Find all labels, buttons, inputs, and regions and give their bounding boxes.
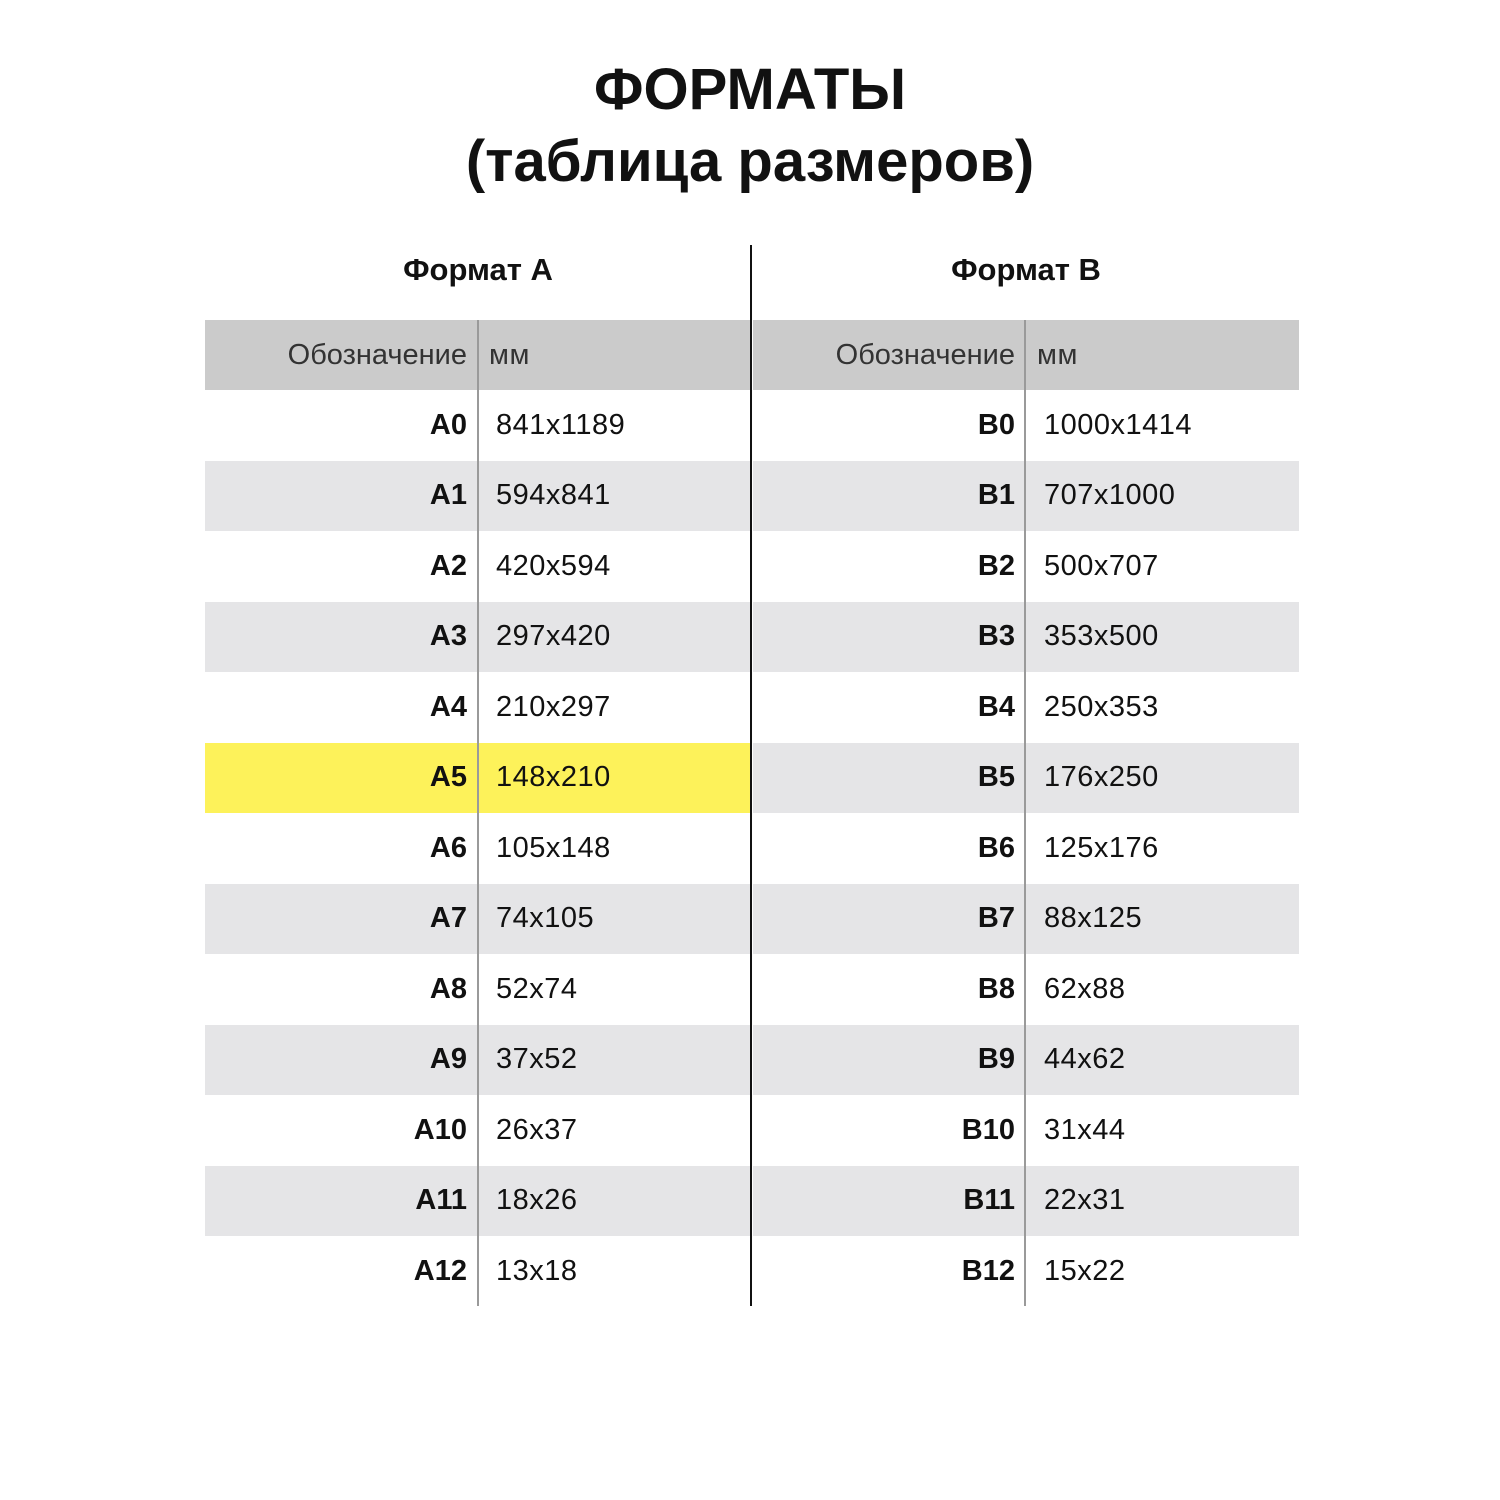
table-row: B0 1000x1414	[753, 390, 1299, 461]
size-cell: 105x148	[496, 831, 611, 864]
designation-cell: B6	[977, 831, 1015, 864]
designation-cell: A0	[429, 408, 467, 441]
designation-cell: B12	[961, 1254, 1015, 1287]
size-cell: 37x52	[496, 1043, 578, 1076]
designation-cell: A1	[429, 479, 467, 512]
designation-cell: B3	[977, 620, 1015, 653]
table-row: B6 125x176	[753, 813, 1299, 884]
designation-cell: A11	[415, 1184, 467, 1217]
designation-cell: B11	[963, 1184, 1015, 1217]
designation-cell: A10	[413, 1113, 467, 1146]
table-row: A4 210x297	[205, 672, 751, 743]
size-cell: 148x210	[496, 761, 611, 794]
size-cell: 44x62	[1044, 1043, 1126, 1076]
designation-cell: A4	[429, 690, 467, 723]
size-cell: 13x18	[496, 1254, 578, 1287]
size-cell: 250x353	[1044, 690, 1159, 723]
table-row: B2 500x707	[753, 531, 1299, 602]
center-divider	[750, 245, 752, 1306]
table-row: A12 13x18	[205, 1236, 751, 1307]
size-cell: 74x105	[496, 902, 595, 935]
section-heading-a: Формат А	[403, 252, 553, 287]
size-cell: 210x297	[496, 690, 611, 723]
designation-cell: B7	[977, 902, 1015, 935]
size-cell: 594x841	[496, 479, 611, 512]
designation-cell: B9	[977, 1043, 1015, 1076]
size-cell: 62x88	[1044, 972, 1126, 1005]
table-row: B11 22x31	[753, 1165, 1299, 1236]
size-cell: 707x1000	[1044, 479, 1176, 512]
designation-cell: B5	[977, 761, 1015, 794]
table-row: B10 31x44	[753, 1095, 1299, 1166]
designation-cell: A3	[429, 620, 467, 653]
table-row: A6 105x148	[205, 813, 751, 884]
header-mm: мм	[1037, 338, 1078, 371]
section-heading-b: Формат В	[951, 252, 1101, 287]
designation-cell: A2	[429, 549, 467, 582]
table-row: B1 707x1000	[753, 460, 1299, 531]
page-subtitle: (таблица размеров)	[465, 129, 1035, 194]
table-header-row: Обозначение мм	[753, 320, 1299, 390]
designation-cell: A8	[429, 972, 467, 1005]
size-cell: 1000x1414	[1044, 408, 1193, 441]
table-row: B9 44x62	[753, 1024, 1299, 1095]
designation-cell: A12	[413, 1254, 467, 1287]
table-row: A2 420x594	[205, 531, 751, 602]
table-row: B12 15x22	[753, 1236, 1299, 1307]
size-cell: 15x22	[1044, 1254, 1126, 1287]
table-row: B3 353x500	[753, 601, 1299, 672]
header-mm: мм	[489, 338, 530, 371]
designation-cell: B0	[977, 408, 1015, 441]
size-cell: 88x125	[1044, 902, 1143, 935]
designation-cell: A9	[429, 1043, 467, 1076]
designation-cell: B4	[977, 690, 1015, 723]
table-row: A0 841x1189	[205, 390, 751, 461]
header-designation: Обозначение	[835, 338, 1015, 371]
column-divider-a	[477, 320, 479, 1306]
table-row: B7 88x125	[753, 883, 1299, 954]
size-cell: 22x31	[1044, 1184, 1126, 1217]
designation-cell: B1	[977, 479, 1015, 512]
size-cell: 353x500	[1044, 620, 1159, 653]
page-title: ФОРМАТЫ	[593, 57, 907, 122]
header-designation: Обозначение	[287, 338, 467, 371]
size-cell: 297x420	[496, 620, 611, 653]
designation-cell: A5	[429, 761, 467, 794]
designation-cell: A6	[429, 831, 467, 864]
designation-cell: B10	[961, 1113, 1015, 1146]
table-row: B5 176x250	[753, 742, 1299, 813]
size-cell: 52x74	[496, 972, 578, 1005]
designation-cell: B8	[977, 972, 1015, 1005]
column-divider-b	[1024, 320, 1026, 1306]
table-row: A8 52x74	[205, 954, 751, 1025]
size-cell: 176x250	[1044, 761, 1159, 794]
table-row: B8 62x88	[753, 954, 1299, 1025]
size-cell: 125x176	[1044, 831, 1159, 864]
size-cell: 26x37	[496, 1113, 578, 1146]
designation-cell: B2	[977, 549, 1015, 582]
size-cell: 18x26	[496, 1184, 578, 1217]
designation-cell: A7	[429, 902, 467, 935]
size-cell: 500x707	[1044, 549, 1159, 582]
size-cell: 841x1189	[496, 408, 626, 441]
format-b-table: Обозначение мм B0 1000x1414 B1 707x1000 …	[753, 320, 1299, 1307]
size-cell: 31x44	[1044, 1113, 1126, 1146]
table-row: B4 250x353	[753, 672, 1299, 743]
table-row: A10 26x37	[205, 1095, 751, 1166]
size-cell: 420x594	[496, 549, 611, 582]
